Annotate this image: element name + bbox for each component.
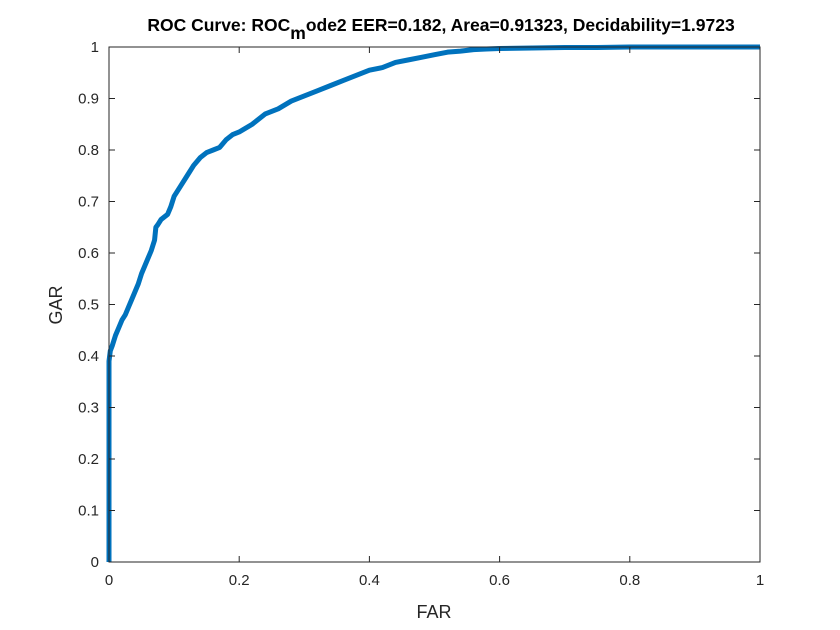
plot-area	[106, 44, 761, 563]
axis-ticks: 0 0.2 0.4 0.6 0.8 1 0 0.1 0.2 0.3 0.4 0.5 0.6 0.7 0.8 0…	[78, 39, 764, 589]
title-rest: ode2 EER=0.182, Area=0.91323, Decidabili…	[306, 15, 735, 35]
y-tick-label: 0	[91, 554, 99, 571]
y-tick-label: 1	[91, 39, 99, 56]
x-tick-label: 0.4	[359, 572, 380, 589]
y-tick-label: 0.4	[78, 348, 99, 365]
x-tick-label: 0.8	[619, 572, 640, 589]
y-tick-label: 0.6	[78, 245, 99, 262]
roc-curve-line	[106, 44, 760, 562]
y-axis-label: GAR	[46, 285, 66, 324]
y-tick-label: 0.3	[78, 400, 99, 417]
x-axis-label: FAR	[416, 602, 451, 622]
y-tick-label: 0.7	[78, 194, 99, 211]
y-tick-label: 0.2	[78, 451, 99, 468]
y-tick-label: 0.8	[78, 142, 99, 159]
x-tick-label: 0	[105, 572, 113, 589]
plot-background	[109, 47, 760, 562]
y-tick-label: 0.5	[78, 297, 99, 314]
x-tick-label: 0.2	[229, 572, 250, 589]
y-tick-label: 0.9	[78, 91, 99, 108]
title-main: ROC Curve: ROC	[147, 15, 290, 35]
title-subscript: m	[290, 23, 306, 43]
x-tick-label: 1	[756, 572, 764, 589]
x-tick-label: 0.6	[489, 572, 510, 589]
chart-title: ROC Curve: ROCmode2 EER=0.182, Area=0.91…	[147, 15, 735, 43]
y-tick-label: 0.1	[78, 503, 99, 520]
